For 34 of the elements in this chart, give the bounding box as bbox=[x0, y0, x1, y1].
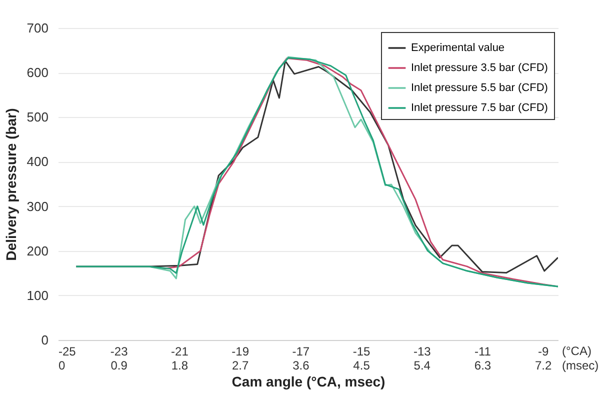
y-tick-label: 500 bbox=[26, 110, 48, 125]
x-tick-label: -11 bbox=[474, 344, 492, 358]
text: (msec) bbox=[562, 358, 599, 372]
x2-tick-label: 0 bbox=[58, 358, 66, 372]
x2-tick-label: 1.8 bbox=[171, 358, 188, 372]
y-tick-label: 700 bbox=[26, 20, 48, 36]
x2-tick-label: 5.4 bbox=[414, 358, 431, 372]
legend-label: Inlet pressure 3.5 bar (CFD) bbox=[411, 62, 548, 74]
x-tick-label: -21 bbox=[171, 344, 189, 358]
x2-tick-label: 4.5 bbox=[353, 358, 370, 372]
x-tick-label: -17 bbox=[292, 344, 310, 358]
x2-tick-label: 2.7 bbox=[232, 358, 249, 372]
y-tick-label: 100 bbox=[26, 288, 48, 303]
legend-label: Inlet pressure 5.5 bar (CFD) bbox=[411, 82, 548, 94]
x2-tick-label: 6.3 bbox=[474, 358, 492, 372]
x-tick-label: -9 bbox=[538, 344, 550, 358]
x2-tick-label: 7.2 bbox=[535, 358, 552, 372]
x-tick-label: -13 bbox=[413, 344, 432, 358]
y-tick-label: 0 bbox=[41, 332, 48, 348]
legend-label: Experimental value bbox=[411, 42, 505, 54]
y-axis-title: Delivery pressure (bar) bbox=[2, 108, 19, 261]
y-tick-label: 200 bbox=[26, 243, 48, 258]
x-tick-label: -25 bbox=[58, 344, 76, 358]
x-tick-label: -19 bbox=[232, 344, 250, 358]
y-tick-label: 600 bbox=[26, 65, 48, 80]
x2-tick-label: 0.9 bbox=[110, 358, 128, 372]
x-axis-title: Cam angle (°CA, msec) bbox=[232, 374, 386, 390]
legend-label: Inlet pressure 7.5 bar (CFD) bbox=[411, 102, 548, 114]
y-tick-label: 300 bbox=[26, 198, 48, 214]
y-tick-label: 400 bbox=[26, 154, 48, 170]
text: (°CA) bbox=[562, 344, 592, 358]
x2-tick-label: 3.6 bbox=[292, 358, 310, 372]
x-tick-label: -23 bbox=[110, 344, 128, 358]
x-tick-label: -15 bbox=[352, 344, 371, 358]
